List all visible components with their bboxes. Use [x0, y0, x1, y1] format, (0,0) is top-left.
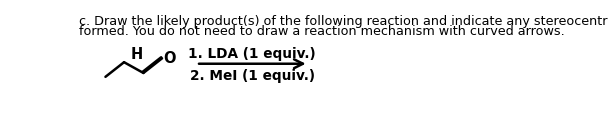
Text: 1. LDA (1 equiv.): 1. LDA (1 equiv.)	[188, 46, 316, 60]
Text: c. Draw the likely product(s) of the following reaction and indicate any stereoc: c. Draw the likely product(s) of the fol…	[79, 15, 608, 28]
Text: O: O	[164, 51, 176, 66]
Text: 2. MeI (1 equiv.): 2. MeI (1 equiv.)	[190, 68, 315, 82]
Text: H: H	[131, 47, 143, 62]
Text: formed. You do not need to draw a reaction mechanism with curved arrows.: formed. You do not need to draw a reacti…	[79, 25, 565, 38]
